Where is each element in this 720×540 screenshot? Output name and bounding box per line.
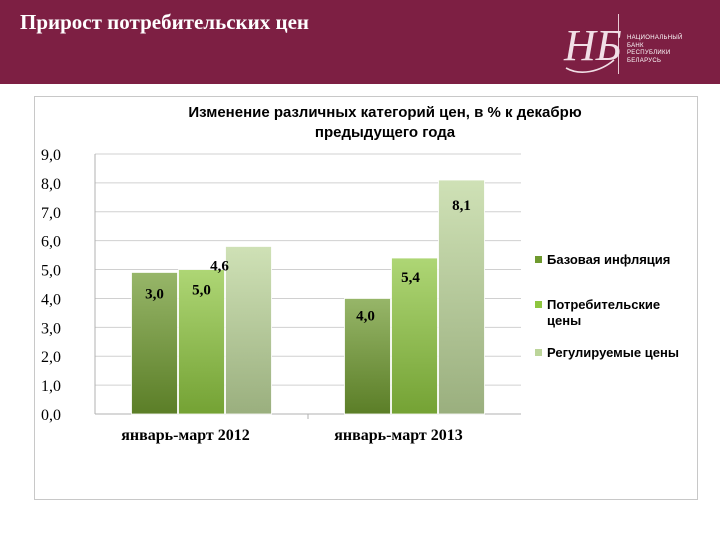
logo-text-line: НАЦИОНАЛЬНЫЙ (627, 35, 683, 41)
logo-text-line: РЕСПУБЛИКИ (627, 50, 671, 56)
y-tick-label: 8,0 (41, 176, 61, 193)
chart-title-line: Изменение различных категорий цен, в % к… (188, 104, 581, 121)
logo-text: НАЦИОНАЛЬНЫЙ БАНК РЕСПУБЛИКИ БЕЛАРУСЬ (627, 35, 683, 65)
bank-logo-icon: НБ (563, 14, 622, 74)
y-tick-label: 5,0 (41, 263, 61, 280)
x-category-label: январь-март 2012 (121, 427, 250, 444)
y-tick-label: 1,0 (41, 378, 61, 395)
data-label: 5,4 (401, 270, 420, 286)
legend-label: цены (547, 313, 581, 328)
bar (225, 246, 272, 415)
bar-chart: Изменение различных категорий цен, в % к… (41, 104, 679, 444)
legend-swatch (535, 349, 542, 356)
y-tick-label: 6,0 (41, 234, 61, 251)
data-label: 4,0 (356, 308, 375, 324)
logo-text-line: БЕЛАРУСЬ (627, 57, 662, 64)
y-tick-label: 9,0 (41, 147, 61, 164)
bar (178, 269, 225, 415)
legend-swatch (535, 301, 542, 308)
slide-header: Прирост потребительских цен НБ НАЦИОНАЛЬ… (0, 0, 720, 84)
bar (438, 179, 485, 415)
bar (344, 298, 391, 415)
legend-label: Потребительские (547, 297, 660, 312)
chart-title-line: предыдущего года (315, 124, 456, 141)
y-tick-label: 4,0 (41, 291, 61, 308)
legend-label: Регулируемые цены (547, 345, 679, 360)
y-tick-label: 0,0 (41, 407, 61, 424)
y-tick-label: 2,0 (41, 349, 61, 366)
legend-swatch (535, 256, 542, 263)
slide-title: Прирост потребительских цен (20, 10, 309, 34)
y-tick-label: 7,0 (41, 205, 61, 222)
data-label: 5,0 (192, 283, 211, 299)
y-tick-label: 3,0 (41, 320, 61, 337)
chart-frame: Изменение различных категорий цен, в % к… (34, 96, 698, 500)
logo-monogram: НБ (563, 21, 622, 70)
data-label: 4,6 (210, 258, 229, 274)
logo-text-line: БАНК (627, 42, 644, 49)
data-label: 8,1 (452, 198, 471, 214)
data-label: 3,0 (145, 286, 164, 302)
bar (391, 257, 438, 415)
legend-label: Базовая инфляция (547, 252, 670, 267)
x-category-label: январь-март 2013 (334, 427, 463, 444)
bar (131, 272, 178, 415)
